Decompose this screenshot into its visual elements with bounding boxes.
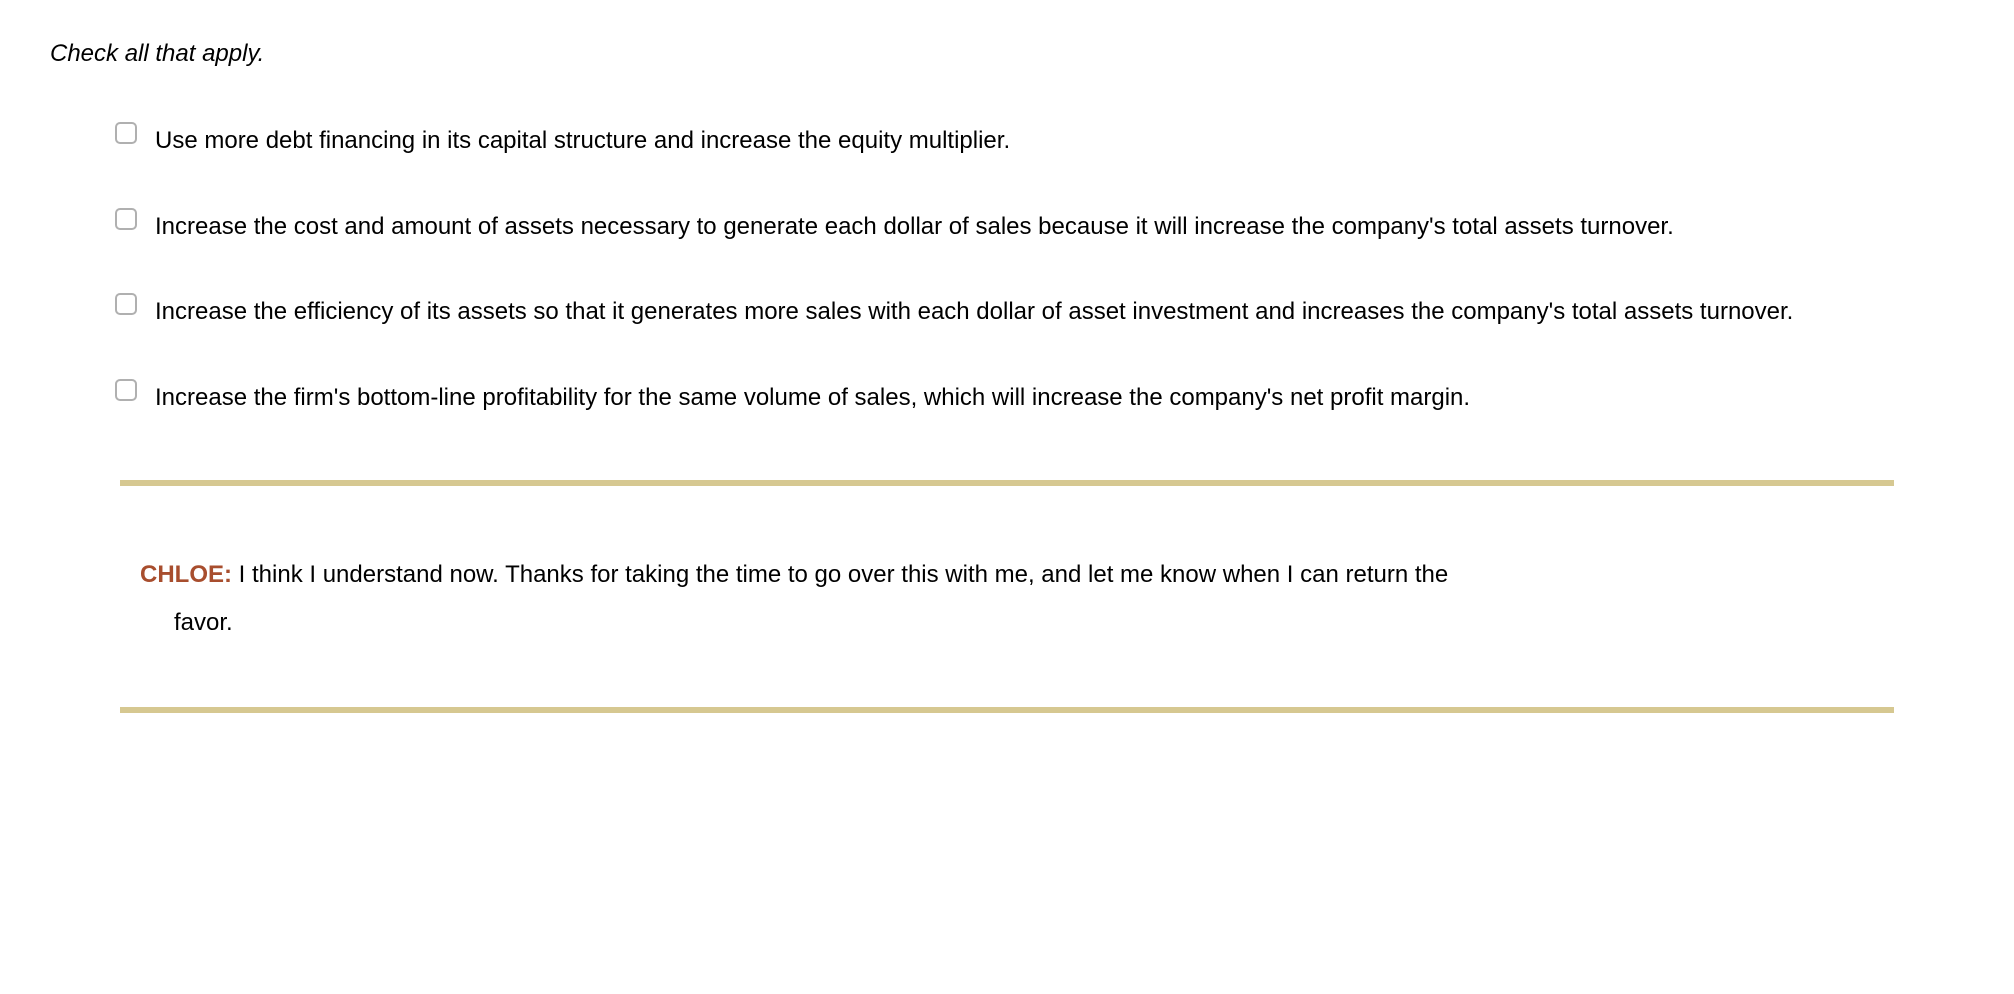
- checkbox-option-4[interactable]: [115, 379, 137, 401]
- section-divider: [120, 707, 1894, 713]
- option-label: Use more debt financing in its capital s…: [155, 118, 1010, 164]
- section-divider: [120, 480, 1894, 486]
- speaker-label: CHLOE:: [140, 561, 232, 588]
- option-label: Increase the cost and amount of assets n…: [155, 204, 1674, 250]
- dialog-line: CHLOE: I think I understand now. Thanks …: [140, 551, 1874, 647]
- option-row: Increase the cost and amount of assets n…: [115, 204, 1914, 250]
- checkbox-option-3[interactable]: [115, 293, 137, 315]
- option-row: Use more debt financing in its capital s…: [115, 118, 1914, 164]
- instruction-text: Check all that apply.: [50, 40, 1964, 68]
- dialog-section: CHLOE: I think I understand now. Thanks …: [140, 551, 1874, 647]
- options-list: Use more debt financing in its capital s…: [50, 118, 1964, 420]
- dialog-text-part2: favor.: [140, 599, 1874, 647]
- checkbox-option-2[interactable]: [115, 208, 137, 230]
- option-row: Increase the efficiency of its assets so…: [115, 289, 1914, 335]
- option-row: Increase the firm's bottom-line profitab…: [115, 375, 1914, 421]
- option-label: Increase the firm's bottom-line profitab…: [155, 375, 1470, 421]
- checkbox-option-1[interactable]: [115, 122, 137, 144]
- option-label: Increase the efficiency of its assets so…: [155, 289, 1793, 335]
- dialog-text-part1: I think I understand now. Thanks for tak…: [232, 561, 1448, 588]
